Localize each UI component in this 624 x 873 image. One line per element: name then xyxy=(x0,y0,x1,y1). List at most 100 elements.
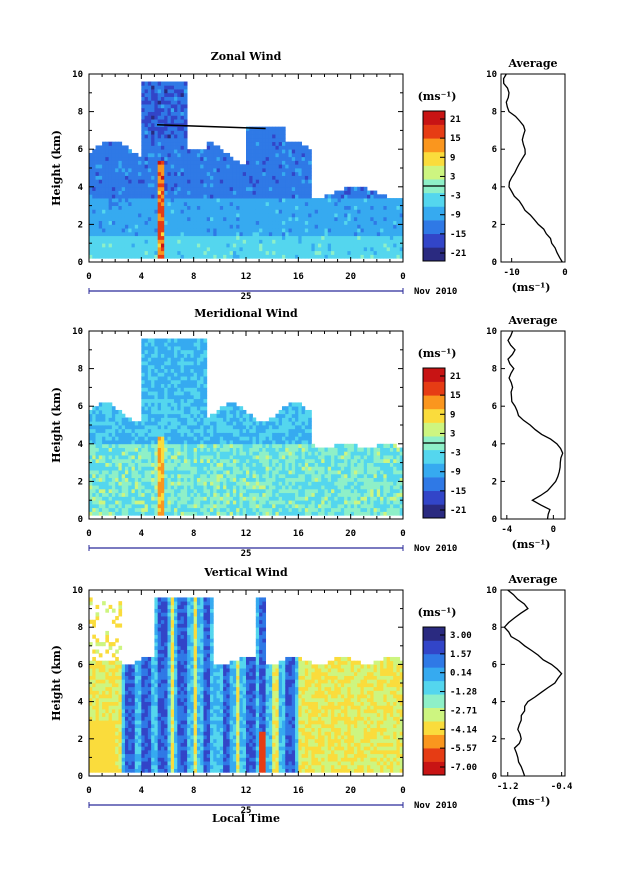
heatmap-cell xyxy=(151,156,155,161)
heatmap-cell xyxy=(206,168,211,173)
heatmap-cell xyxy=(255,250,260,255)
heatmap-cell xyxy=(196,171,201,176)
heatmap-cell xyxy=(216,186,221,191)
heatmap-cell xyxy=(236,473,240,479)
heatmap-cell xyxy=(144,488,149,494)
heatmap-cell xyxy=(210,152,214,158)
heatmap-cell xyxy=(203,349,208,354)
heatmap-cell xyxy=(229,417,234,422)
heatmap-cell xyxy=(314,220,319,225)
heatmap-cell xyxy=(203,183,208,188)
heatmap-cell xyxy=(128,213,132,218)
heatmap-cell xyxy=(232,485,237,490)
heatmap-cell xyxy=(206,447,211,452)
heatmap-cell xyxy=(89,209,93,214)
heatmap-cell xyxy=(246,455,250,460)
heatmap-cell xyxy=(360,194,365,199)
heatmap-cell xyxy=(278,243,283,248)
heatmap-cell xyxy=(151,141,155,146)
heatmap-cell xyxy=(219,440,224,445)
colorbar-swatch xyxy=(423,206,445,221)
heatmap-cell xyxy=(95,145,100,150)
heatmap-cell xyxy=(115,496,119,501)
heatmap-cell xyxy=(353,216,358,222)
heatmap-cell xyxy=(164,130,168,135)
heatmap-cell xyxy=(105,194,110,199)
heatmap-cell xyxy=(399,231,404,237)
heatmap-cell xyxy=(167,250,172,255)
heatmap-cell xyxy=(380,228,384,233)
heatmap-cell xyxy=(177,81,181,86)
heatmap-cell xyxy=(167,164,172,169)
heatmap-cell xyxy=(98,216,103,222)
heatmap-cell xyxy=(203,368,208,373)
heatmap-cell xyxy=(164,213,168,218)
heatmap-cell xyxy=(147,466,152,471)
heatmap-cell xyxy=(255,209,260,214)
heatmap-cell xyxy=(118,224,123,229)
heatmap-cell xyxy=(223,194,227,199)
heatmap-cell xyxy=(157,246,162,252)
heatmap-cell xyxy=(200,398,204,403)
heatmap-cell xyxy=(210,511,214,516)
heatmap-cell xyxy=(252,436,257,441)
heatmap-cell xyxy=(383,198,388,203)
heatmap-cell xyxy=(337,243,342,248)
heatmap-cell xyxy=(344,239,348,244)
heatmap-cell xyxy=(128,455,132,460)
heatmap-cell xyxy=(121,462,126,467)
heatmap-cell xyxy=(180,92,185,97)
heatmap-cell xyxy=(183,186,188,191)
heatmap-cell xyxy=(144,485,149,490)
heatmap-cell xyxy=(170,417,175,422)
heatmap-cell xyxy=(196,254,201,259)
heatmap-cell xyxy=(177,205,181,210)
heatmap-cell xyxy=(278,246,283,252)
heatmap-cell xyxy=(144,376,149,381)
heatmap-cell xyxy=(183,413,188,418)
heatmap-cell xyxy=(167,179,172,184)
heatmap-cell xyxy=(281,160,286,165)
heatmap-cell xyxy=(187,231,191,237)
heatmap-cell xyxy=(213,231,217,237)
heatmap-cell xyxy=(344,243,348,248)
heatmap-cell xyxy=(160,402,165,407)
heatmap-cell xyxy=(255,137,260,143)
heatmap-cell xyxy=(268,186,273,191)
heatmap-cell xyxy=(360,186,365,191)
heatmap-cell xyxy=(98,406,103,411)
heatmap-cell xyxy=(200,171,204,176)
heatmap-cell xyxy=(288,145,293,150)
heatmap-cell xyxy=(298,152,302,158)
heatmap-cell xyxy=(376,220,381,225)
heatmap-cell xyxy=(275,164,280,169)
heatmap-cell xyxy=(236,220,240,225)
heatmap-cell xyxy=(386,250,391,255)
heatmap-cell xyxy=(160,141,165,146)
heatmap-cell xyxy=(223,406,227,411)
heatmap-cell xyxy=(229,164,234,169)
heatmap-cell xyxy=(196,239,201,244)
heatmap-cell xyxy=(363,231,368,237)
heatmap-cell xyxy=(121,201,126,206)
heatmap-cell xyxy=(259,224,263,229)
heatmap-cell xyxy=(246,201,250,206)
heatmap-cell xyxy=(151,432,155,437)
heatmap-cell xyxy=(268,246,273,252)
heatmap-cell xyxy=(278,198,283,203)
heatmap-cell xyxy=(180,383,185,388)
heatmap-cell xyxy=(272,492,276,497)
heatmap-cell xyxy=(89,246,93,252)
heatmap-cell xyxy=(128,503,132,509)
heatmap-cell xyxy=(196,398,201,403)
heatmap-cell xyxy=(308,186,312,191)
heatmap-cell xyxy=(187,168,191,173)
heatmap-cell xyxy=(196,349,201,354)
heatmap-cell xyxy=(128,152,132,158)
heatmap-cell xyxy=(134,216,139,222)
heatmap-cell xyxy=(108,168,113,173)
heatmap-cell xyxy=(206,417,211,422)
heatmap-cell xyxy=(393,205,397,210)
heatmap-cell xyxy=(246,198,250,203)
heatmap-cell xyxy=(157,391,162,396)
